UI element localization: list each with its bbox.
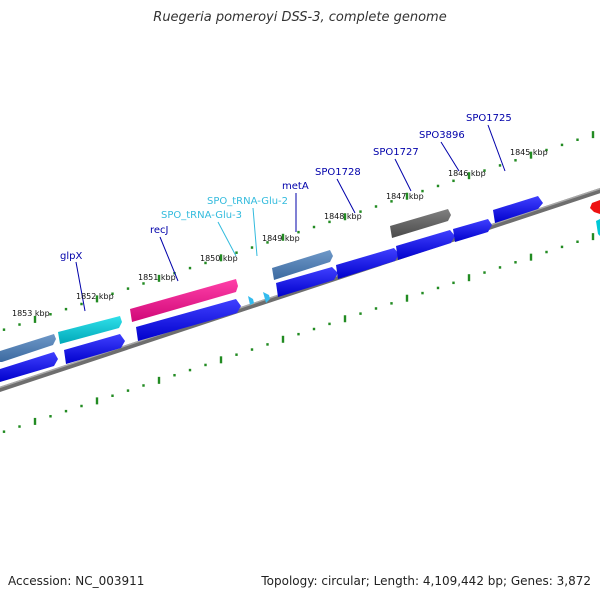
gene-label-SPO3896[interactable]: SPO3896 [419, 130, 465, 141]
highlight-feature[interactable] [130, 279, 238, 322]
trna-arrow-feature[interactable] [263, 292, 270, 303]
label-leader-line [159, 236, 179, 282]
gene-label-SPO1727[interactable]: SPO1727 [373, 147, 419, 158]
forward-strand-row [0, 196, 600, 382]
kbp-label: 1851 kbp [138, 273, 176, 282]
gene-label-trna-glu-2[interactable]: SPO_tRNA-Glu-2 [207, 196, 288, 207]
pseudo-feature[interactable] [390, 209, 451, 238]
kbp-label: 1849 kbp [262, 234, 300, 243]
kbp-label: 1853 kbp [12, 309, 50, 318]
map-title: Ruegeria pomeroyi DSS-3, complete genome [153, 10, 447, 25]
kbp-label: 1848 kbp [324, 212, 362, 221]
reverse-strand-row [0, 200, 600, 362]
gene-label-recJ[interactable]: recJ [150, 225, 169, 236]
gene-label-glpX[interactable]: glpX [60, 251, 82, 262]
cds-reverse-feature[interactable] [272, 250, 333, 280]
cds-reverse-feature[interactable] [0, 334, 56, 362]
kbp-label: 1850 kbp [200, 254, 238, 263]
cds-forward-feature[interactable] [396, 230, 455, 260]
cds-forward-feature[interactable] [136, 299, 241, 341]
kbp-label: 1845 kbp [510, 148, 548, 157]
cds-forward-feature[interactable] [493, 196, 543, 223]
label-leader-line [394, 158, 412, 192]
kbp-label: 1852 kbp [76, 292, 114, 301]
accession-text: Accession: NC_003911 [8, 574, 145, 588]
kbp-label: 1847 kbp [386, 192, 424, 201]
kbp-labels: 1853 kbp 1852 kbp 1851 kbp 1850 kbp 1849… [12, 148, 548, 318]
label-leader-line [440, 141, 460, 172]
edge-red-feature[interactable] [590, 200, 600, 214]
gene-label-SPO1728[interactable]: SPO1728 [315, 167, 361, 178]
cds-forward-feature[interactable] [453, 219, 492, 242]
inner-tick-row [2, 233, 595, 433]
gene-label-SPO1725[interactable]: SPO1725 [466, 113, 512, 124]
genome-summary-text: Topology: circular; Length: 4,109,442 bp… [261, 574, 591, 588]
trna-arrow-feature[interactable] [248, 296, 254, 305]
label-leader-line [336, 178, 356, 214]
kbp-label: 1846 kbp [448, 169, 486, 178]
gene-labels: glpX recJ SPO_tRNA-Glu-3 SPO_tRNA-Glu-2 … [60, 113, 512, 312]
cds-forward-feature[interactable] [64, 334, 125, 364]
cds-forward-feature[interactable] [0, 352, 58, 382]
trna-feature[interactable] [58, 316, 122, 344]
gene-label-trna-glu-3[interactable]: SPO_tRNA-Glu-3 [161, 210, 242, 221]
label-leader-line [252, 207, 258, 257]
gene-label-metA[interactable]: metA [282, 181, 309, 192]
cds-forward-feature[interactable] [336, 248, 399, 279]
outer-tick-row [2, 131, 595, 331]
label-leader-line [217, 221, 237, 257]
label-leader-line [75, 261, 86, 312]
label-leader-line [487, 124, 506, 172]
tick-rows [2, 131, 595, 433]
cds-forward-feature[interactable] [276, 267, 338, 297]
trna-edge-feature[interactable] [596, 219, 600, 236]
